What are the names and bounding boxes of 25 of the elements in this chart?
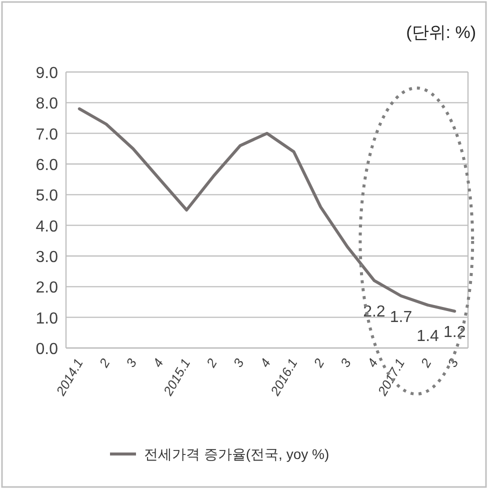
legend-label: 전세가격 증가율(전국, yoy %) [144,446,330,462]
y-tick-label: 2.0 [36,280,58,297]
data-label: 1.4 [416,328,440,346]
y-tick-label: 5.0 [36,188,58,205]
x-tick-label: 3 [337,355,354,370]
x-tick-label: 4 [256,356,274,370]
y-tick-label: 4.0 [36,218,58,236]
x-tick-label: 3 [122,355,140,370]
x-tick-label: 3 [230,355,248,370]
y-tick-label: 7.0 [36,126,58,144]
y-tick-label: 9.0 [36,65,58,82]
data-label: 1.2 [443,324,466,342]
x-tick-label: 2 [202,355,220,371]
data-label: 1.7 [390,308,412,326]
y-tick-label: 3.0 [36,249,58,266]
text: (단위: %) [406,23,476,42]
y-tick-label: 1.0 [36,310,58,328]
x-tick-label: 4 [364,356,381,370]
y-tick-label: 6.0 [36,157,58,174]
y-tick-label: 0.0 [36,341,58,358]
x-tick-label: 4 [150,356,166,370]
x-tick-label: 2 [417,355,435,371]
y-tick-label: 8.0 [36,96,58,113]
x-tick-label: 2 [96,355,114,371]
x-tick-label: 2 [310,355,328,371]
